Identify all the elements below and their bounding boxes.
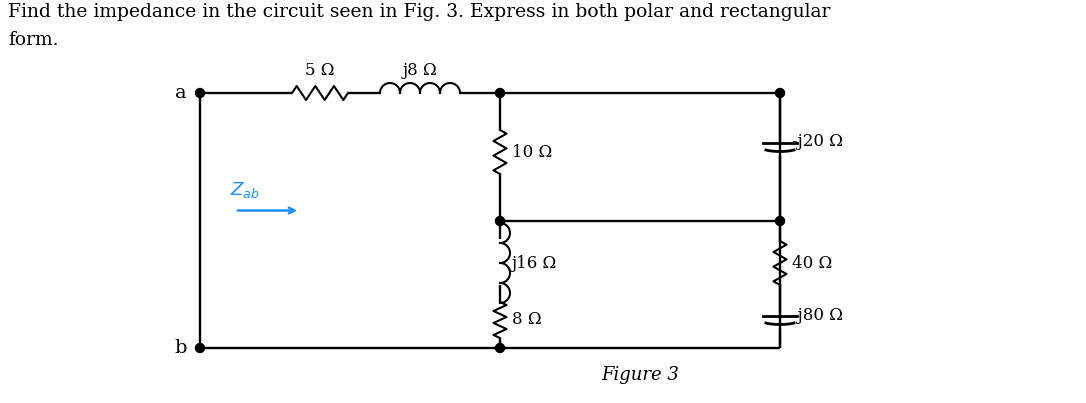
Text: j16 Ω: j16 Ω [512,255,557,272]
Text: 10 Ω: 10 Ω [512,143,553,160]
Text: a: a [175,84,187,102]
Circle shape [495,89,505,98]
Text: -j20 Ω: -j20 Ω [792,133,843,150]
Circle shape [495,216,505,226]
Circle shape [495,343,505,353]
Text: b: b [175,339,187,357]
Text: Figure 3: Figure 3 [601,366,679,384]
Circle shape [195,89,204,98]
Circle shape [195,343,204,353]
Circle shape [775,89,784,98]
Text: 8 Ω: 8 Ω [512,312,542,328]
Text: 5 Ω: 5 Ω [305,62,334,79]
Text: form.: form. [8,31,59,49]
Text: j8 Ω: j8 Ω [403,62,438,79]
Text: Find the impedance in the circuit seen in Fig. 3. Express in both polar and rect: Find the impedance in the circuit seen i… [8,3,831,21]
Text: -j80 Ω: -j80 Ω [792,307,843,324]
Circle shape [775,216,784,226]
Text: 40 Ω: 40 Ω [792,255,832,272]
Text: $Z_{ab}$: $Z_{ab}$ [230,181,260,201]
